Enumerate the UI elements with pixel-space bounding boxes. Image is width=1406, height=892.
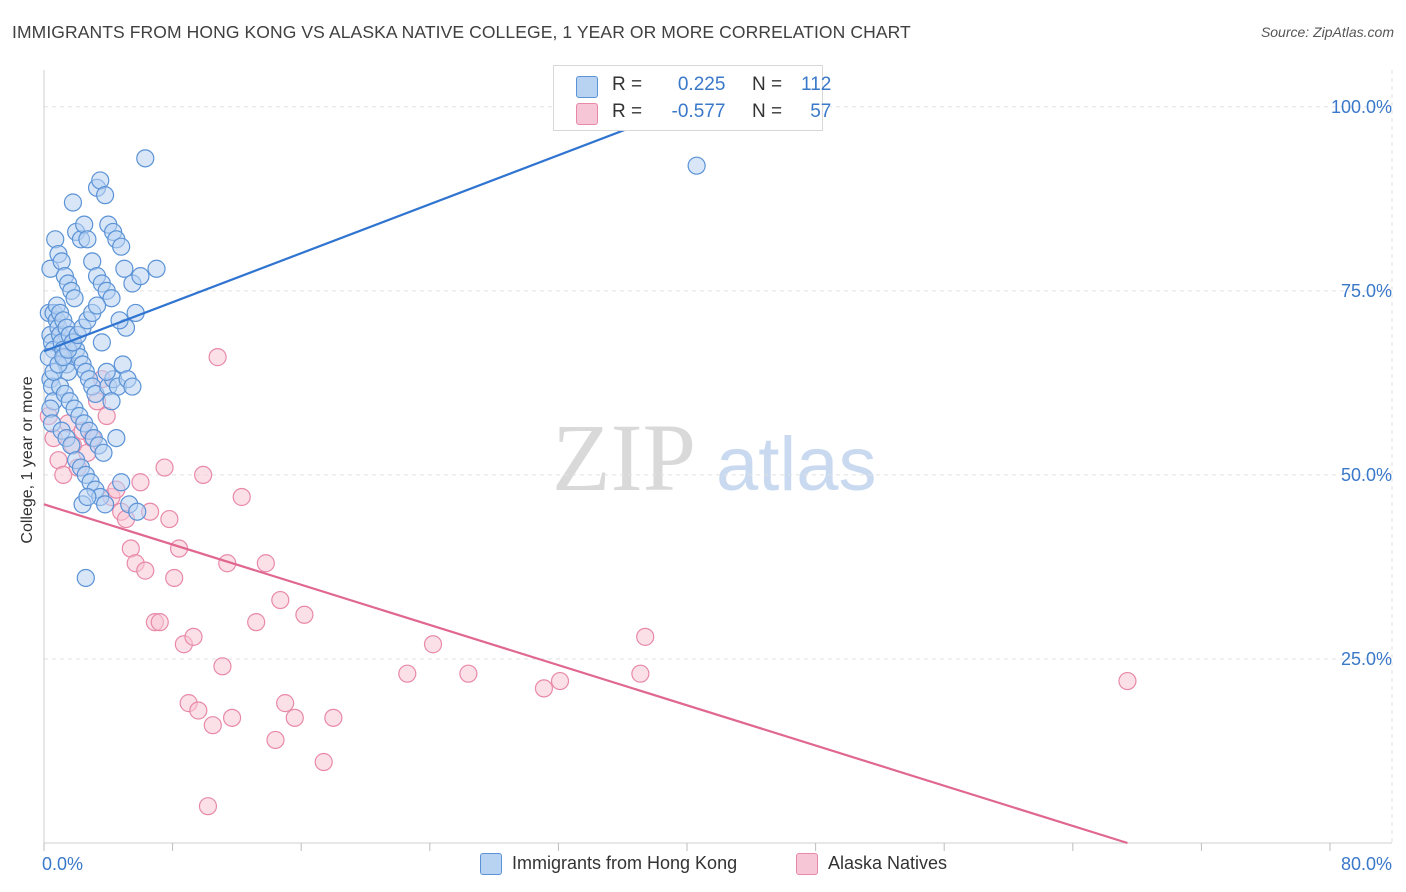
x-tick-label: 80.0%	[1341, 854, 1392, 874]
series-legend: Immigrants from Hong Kong Alaska Natives	[0, 852, 1406, 876]
hong-kong-point	[78, 230, 97, 249]
hong-kong-point	[46, 230, 65, 249]
source-credit: Source: ZipAtlas.com	[1260, 24, 1394, 40]
hong-kong-point	[78, 487, 97, 507]
alaska-natives-point	[266, 730, 285, 750]
hong-kong-point	[687, 156, 706, 175]
hong-kong-point	[76, 568, 95, 588]
hong-kong-point	[102, 392, 121, 411]
y-tick-label: 100.0%	[1331, 97, 1392, 117]
r-label: R =	[612, 101, 643, 122]
legend-stats: R = 0.225 N = 112	[612, 74, 831, 96]
alaska-natives-points	[39, 348, 1137, 816]
legend-stats: R = -0.577 N = 57	[612, 101, 831, 123]
watermark-atlas: atlas	[716, 422, 877, 507]
hong-kong-point	[102, 289, 121, 308]
alaska-natives-point	[222, 708, 242, 727]
hong-kong-point	[52, 252, 71, 271]
hong-kong-trend-line	[43, 102, 696, 353]
hong-kong-point	[107, 428, 126, 448]
axes	[43, 70, 1392, 851]
alaska-natives-point	[423, 635, 443, 654]
alaska-natives-point	[276, 694, 295, 713]
hong-kong-point	[115, 259, 134, 278]
trend-lines	[43, 102, 1128, 845]
hong-kong-point	[128, 502, 147, 521]
alaska-natives-point	[314, 752, 333, 772]
alaska-natives-point	[194, 465, 213, 485]
hong-kong-point	[131, 267, 150, 286]
alaska-natives-point	[247, 613, 266, 632]
r-label: R =	[612, 74, 643, 95]
alaska-natives-point	[203, 716, 222, 735]
alaska-natives-point	[189, 701, 208, 720]
hong-kong-point	[95, 186, 115, 205]
alaska-natives-point	[534, 679, 554, 698]
hong-kong-point	[123, 377, 142, 396]
hong-kong-points	[39, 149, 706, 588]
alaska-natives-point	[155, 458, 174, 477]
correlation-legend: R = 0.225 N = 112 R = -0.577 N = 57	[553, 65, 831, 131]
alaska-natives-point	[1118, 671, 1137, 691]
y-tick-label: 50.0%	[1341, 465, 1392, 485]
hong-kong-point	[87, 296, 107, 315]
alaska-natives-point	[198, 797, 218, 816]
legend-swatch-blue	[480, 853, 502, 875]
alaska-natives-point	[136, 561, 155, 580]
alaska-natives-point	[160, 509, 179, 529]
legend-label: Immigrants from Hong Kong	[512, 853, 738, 873]
r-value: -0.577	[671, 101, 726, 122]
hong-kong-point	[136, 149, 155, 168]
alaska-natives-point	[232, 487, 251, 507]
hong-kong-point	[75, 215, 94, 234]
hong-kong-point	[92, 333, 111, 352]
n-value: 57	[810, 101, 832, 122]
alaska-natives-point	[184, 627, 203, 646]
watermark: ZIP atlas	[552, 404, 877, 511]
hong-kong-point	[112, 473, 131, 492]
chart-title: IMMIGRANTS FROM HONG KONG VS ALASKA NATI…	[12, 22, 911, 42]
alaska-natives-point	[459, 664, 478, 683]
n-label: N =	[751, 74, 783, 95]
grid	[44, 70, 1393, 843]
hong-kong-point	[97, 362, 116, 381]
alaska-natives-point	[324, 708, 343, 727]
y-tick-label: 75.0%	[1341, 281, 1392, 301]
y-tick-label: 25.0%	[1341, 649, 1392, 669]
alaska-natives-point	[256, 554, 275, 573]
alaska-natives-point	[295, 605, 314, 624]
tick-labels: 25.0% 50.0% 75.0% 100.0% 0.0% 80.0%	[42, 97, 1392, 874]
hong-kong-point	[147, 259, 166, 278]
alaska-natives-point	[150, 613, 169, 632]
alaska-natives-trend-line	[43, 503, 1128, 845]
alaska-natives-point	[131, 473, 150, 492]
hong-kong-point	[112, 237, 131, 256]
hong-kong-point	[94, 443, 113, 462]
x-tick-label: 0.0%	[42, 854, 83, 874]
n-value: 112	[801, 74, 832, 95]
alaska-natives-point	[550, 671, 570, 691]
hong-kong-point	[63, 193, 83, 212]
watermark-zip: ZIP	[552, 404, 696, 511]
alaska-natives-point	[398, 664, 417, 683]
hong-kong-point	[95, 495, 115, 514]
alaska-natives-point	[271, 590, 290, 610]
legend-label: Alaska Natives	[828, 853, 948, 873]
alaska-natives-point	[631, 664, 650, 683]
r-value: 0.225	[677, 74, 726, 95]
hong-kong-point	[65, 289, 84, 308]
legend-swatch-blue	[576, 76, 598, 98]
alaska-natives-point	[208, 348, 227, 367]
alaska-natives-point	[285, 708, 304, 727]
legend-swatch-pink	[576, 103, 598, 125]
alaska-natives-point	[213, 657, 232, 676]
alaska-natives-point	[165, 568, 184, 588]
alaska-natives-point	[636, 627, 655, 646]
legend-swatch-pink	[796, 853, 818, 875]
alaska-natives-point	[54, 465, 73, 485]
n-label: N =	[751, 101, 783, 122]
